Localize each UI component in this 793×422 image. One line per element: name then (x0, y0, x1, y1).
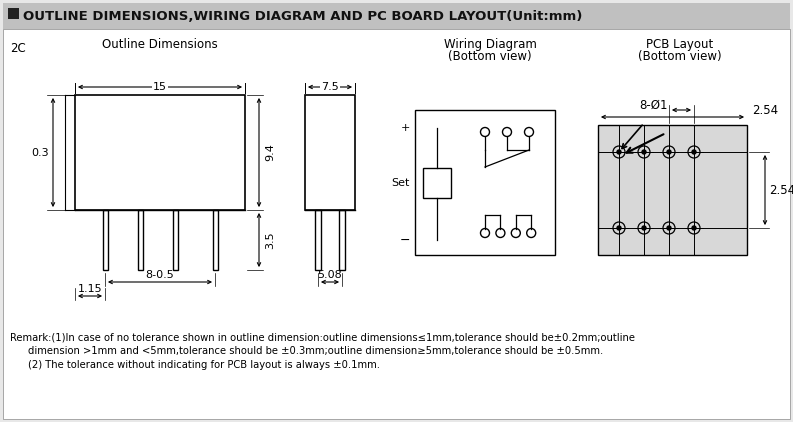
Bar (8, 8, 19, 19)
Text: Wiring Diagram: Wiring Diagram (443, 38, 536, 51)
Bar (598, 125, 747, 255)
Bar (315, 210, 321, 270)
Bar (339, 210, 345, 270)
Bar (102, 210, 108, 270)
Text: 0.3: 0.3 (31, 148, 49, 157)
Bar (75, 95, 245, 210)
Text: 2.54: 2.54 (769, 184, 793, 197)
Bar (173, 210, 178, 270)
Text: OUTLINE DIMENSIONS,WIRING DIAGRAM AND PC BOARD LAYOUT(Unit:mm): OUTLINE DIMENSIONS,WIRING DIAGRAM AND PC… (23, 10, 582, 22)
Text: 8-Ø1: 8-Ø1 (638, 99, 667, 112)
Bar (137, 210, 143, 270)
Circle shape (642, 150, 646, 154)
Text: 2.54: 2.54 (752, 103, 778, 116)
Circle shape (692, 226, 696, 230)
Circle shape (667, 226, 671, 230)
Text: 1.15: 1.15 (78, 284, 102, 294)
Text: Set: Set (392, 178, 410, 187)
Text: (Bottom view): (Bottom view) (448, 50, 532, 63)
Text: 15: 15 (153, 82, 167, 92)
Bar (305, 95, 355, 210)
Text: Remark:(1)In case of no tolerance shown in outline dimension:outline dimensions≤: Remark:(1)In case of no tolerance shown … (10, 332, 635, 342)
Text: 5.08: 5.08 (318, 270, 343, 280)
Bar (213, 210, 217, 270)
Text: (Bottom view): (Bottom view) (638, 50, 722, 63)
Text: 7.5: 7.5 (321, 82, 339, 92)
Circle shape (667, 150, 671, 154)
Text: 2C: 2C (10, 42, 25, 55)
Bar (3, 3, 790, 29)
Text: 3.5: 3.5 (265, 231, 275, 249)
Text: 8-0.5: 8-0.5 (146, 270, 174, 280)
Circle shape (617, 226, 621, 230)
Text: Outline Dimensions: Outline Dimensions (102, 38, 218, 51)
Text: (2) The tolerance without indicating for PCB layout is always ±0.1mm.: (2) The tolerance without indicating for… (28, 360, 380, 370)
Text: 9.4: 9.4 (265, 143, 275, 162)
Bar (415, 110, 555, 255)
Text: +: + (400, 123, 410, 133)
Bar (423, 168, 451, 197)
Text: −: − (400, 233, 410, 246)
Text: PCB Layout: PCB Layout (646, 38, 714, 51)
Circle shape (617, 150, 621, 154)
Circle shape (642, 226, 646, 230)
Circle shape (692, 150, 696, 154)
Text: dimension >1mm and <5mm,tolerance should be ±0.3mm;outline dimension≥5mm,toleran: dimension >1mm and <5mm,tolerance should… (28, 346, 603, 356)
